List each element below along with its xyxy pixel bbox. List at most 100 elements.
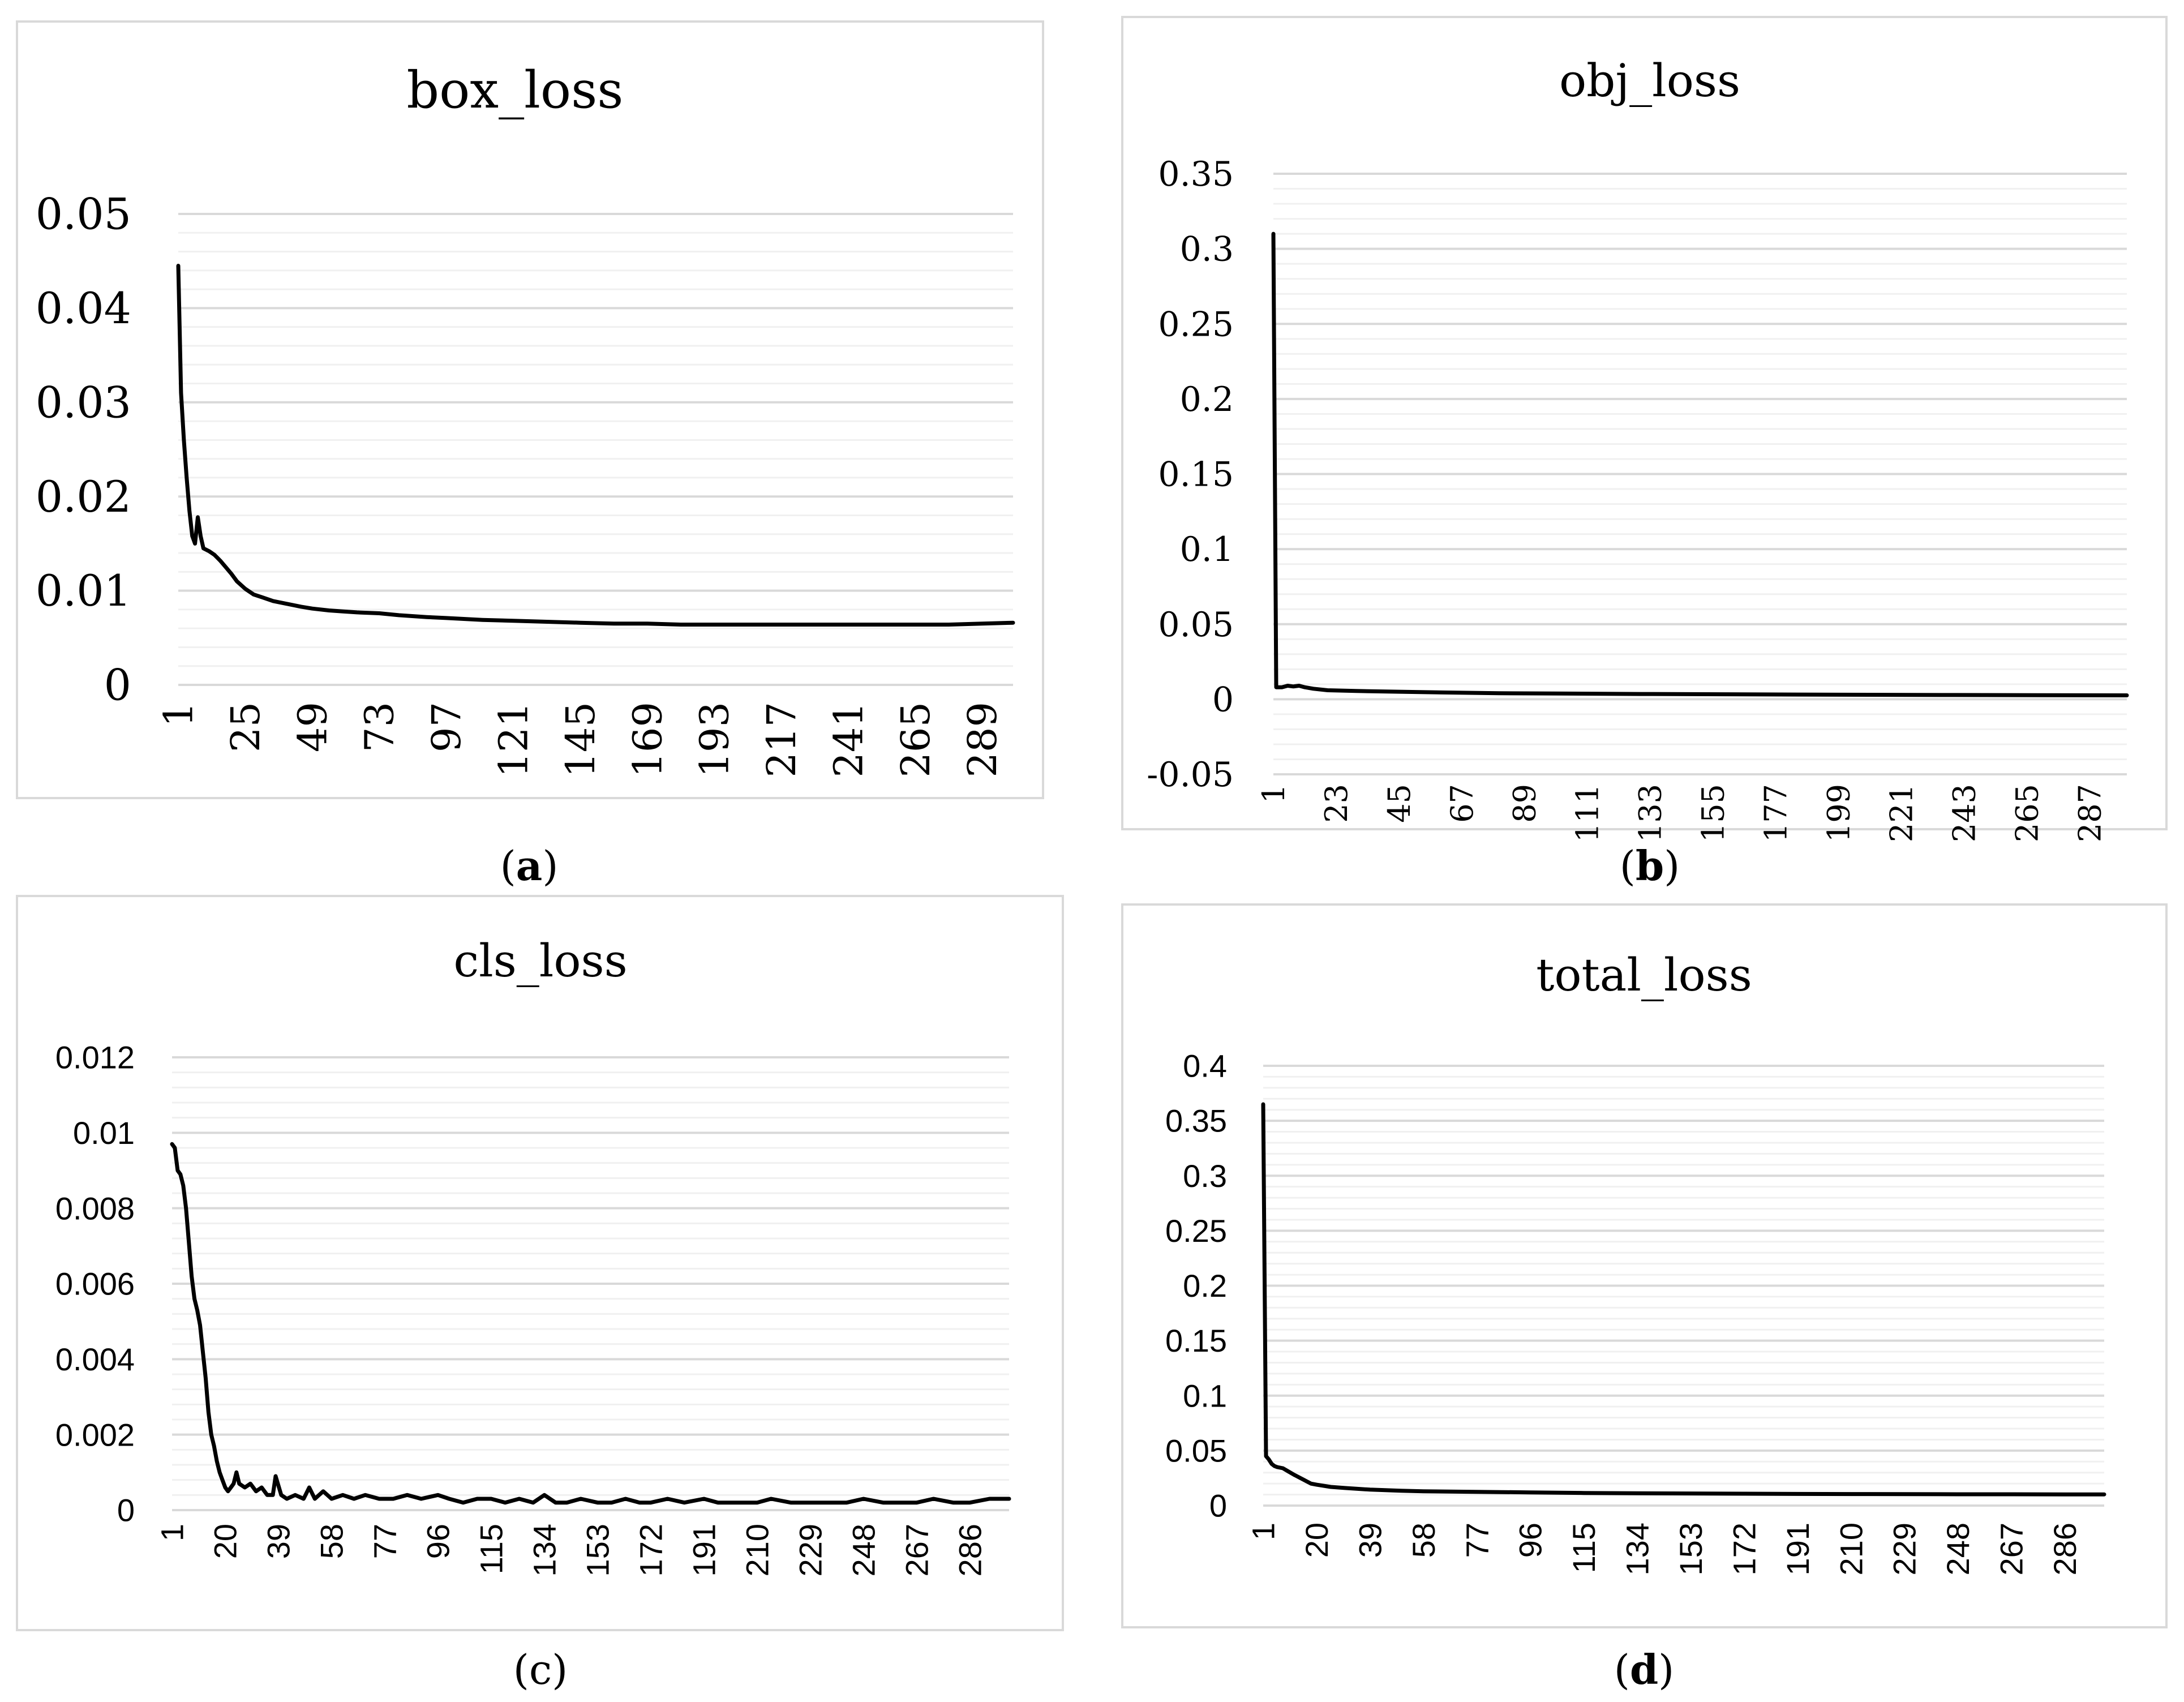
x-tick-label: 221 xyxy=(1883,784,1919,842)
chart-frame xyxy=(1121,903,2168,1628)
y-tick-label: 0.3 xyxy=(1180,230,1234,269)
chart-frame xyxy=(16,895,1064,1631)
caption-letter: d xyxy=(1630,1645,1658,1694)
x-tick-label: 45 xyxy=(1381,784,1417,823)
y-tick-label: 0.012 xyxy=(55,1040,135,1075)
caption-open: ( xyxy=(513,1646,529,1694)
x-tick-label: 217 xyxy=(758,702,805,778)
series-line xyxy=(176,264,1015,627)
x-tick-label: 169 xyxy=(624,702,671,778)
x-tick-label: 287 xyxy=(2072,784,2108,842)
chart-title: obj_loss xyxy=(1559,54,1740,107)
x-tick-label: 89 xyxy=(1507,784,1543,823)
y-tick-label: 0.02 xyxy=(36,471,131,522)
y-tick-label: 0 xyxy=(117,1493,135,1528)
x-tick-label: 111 xyxy=(1570,784,1606,842)
y-tick-label: -0.05 xyxy=(1147,755,1234,795)
caption-close: ) xyxy=(552,1646,568,1694)
x-tick-label: 1 xyxy=(156,702,202,727)
series-line xyxy=(1271,231,2129,697)
x-tick-label: 25 xyxy=(222,702,269,752)
series-line xyxy=(1261,1102,2106,1497)
y-tick-label: 0.03 xyxy=(36,377,131,427)
y-tick-label: 0.25 xyxy=(1165,1213,1227,1249)
chart-panel-2: obj_loss -0.05 0 0.05 0.1 0.15 0.2 0.25 0.3 0.35 1… xyxy=(1121,16,2168,890)
chart-panel-3: cls_loss 0 0.002 0.004 0.006 0.008 0.01 0.012 1 2… xyxy=(16,895,1064,1694)
gridlines xyxy=(1273,173,2127,775)
y-tick-label: 0.15 xyxy=(1158,455,1234,495)
x-tick-label: 267 xyxy=(1994,1523,2029,1575)
x-tick-label: 153 xyxy=(580,1524,615,1576)
x-tick-label: 97 xyxy=(423,702,470,752)
y-tick-label: 0 xyxy=(1212,680,1234,719)
x-tick-label: 243 xyxy=(1946,784,1982,842)
series-line xyxy=(170,1142,1011,1505)
x-tick-label: 145 xyxy=(557,702,604,778)
x-tick-label: 1 xyxy=(155,1524,190,1541)
x-tick-label: 20 xyxy=(1299,1523,1335,1558)
chart-title: box_loss xyxy=(407,61,624,120)
caption-open: ( xyxy=(500,842,516,890)
panel-caption: (d) xyxy=(1614,1645,1675,1694)
panel-caption: (b) xyxy=(1620,842,1680,890)
x-tick-label: 210 xyxy=(1833,1523,1869,1575)
caption-open: ( xyxy=(1620,842,1636,890)
x-tick-label: 115 xyxy=(1566,1523,1602,1573)
x-tick-label: 172 xyxy=(633,1524,668,1576)
caption-close: ) xyxy=(542,842,558,890)
y-tick-label: 0.4 xyxy=(1183,1048,1227,1084)
x-tick-label: 133 xyxy=(1633,784,1668,842)
chart-panel-1: box_loss 0 0.01 0.02 0.03 0.04 0.05 1 25 49 73 97 12… xyxy=(16,20,1044,890)
y-tick-label: 0.006 xyxy=(55,1266,135,1302)
y-tick-label: 0.008 xyxy=(55,1190,135,1226)
x-tick-label: 49 xyxy=(289,702,336,752)
x-tick-label: 77 xyxy=(1459,1523,1495,1558)
chart-frame xyxy=(1121,16,2168,830)
y-tick-label: 0.1 xyxy=(1183,1378,1227,1413)
x-tick-label: 286 xyxy=(952,1524,988,1576)
y-tick-label: 0.1 xyxy=(1180,530,1234,569)
x-tick-label: 39 xyxy=(1352,1523,1388,1558)
x-tick-label: 289 xyxy=(959,702,1006,778)
x-tick-label: 241 xyxy=(825,702,872,778)
y-tick-label: 0.3 xyxy=(1183,1158,1227,1194)
x-tick-label: 96 xyxy=(1513,1523,1548,1558)
gridlines xyxy=(172,1056,1009,1511)
chart-panel-4: total_loss 0 0.05 0.1 0.15 0.2 0.25 0.3 0.35 0.4 1… xyxy=(1121,903,2168,1694)
panel-caption: (a) xyxy=(500,842,559,890)
x-tick-label: 23 xyxy=(1319,784,1354,823)
x-tick-label: 58 xyxy=(1406,1523,1441,1558)
x-tick-label: 286 xyxy=(2047,1523,2083,1575)
x-tick-label: 191 xyxy=(1780,1523,1816,1575)
y-tick-label: 0.05 xyxy=(36,189,131,239)
x-tick-label: 177 xyxy=(1758,784,1794,842)
caption-letter: a xyxy=(516,842,543,890)
x-tick-label: 134 xyxy=(526,1524,562,1576)
x-tick-label: 39 xyxy=(261,1524,297,1559)
gridlines xyxy=(178,213,1013,686)
x-tick-label: 229 xyxy=(792,1524,828,1576)
y-tick-label: 0.01 xyxy=(73,1115,135,1151)
y-tick-label: 0.004 xyxy=(55,1341,135,1377)
x-tick-label: 265 xyxy=(893,702,939,778)
y-tick-label: 0.2 xyxy=(1183,1268,1227,1304)
x-tick-label: 73 xyxy=(357,702,403,752)
x-tick-label: 229 xyxy=(1887,1523,1923,1575)
x-tick-label: 265 xyxy=(2009,784,2045,842)
x-tick-label: 77 xyxy=(367,1524,403,1559)
x-tick-label: 1 xyxy=(1246,1523,1281,1540)
y-tick-label: 0 xyxy=(104,660,131,710)
y-tick-label: 0.35 xyxy=(1165,1103,1227,1139)
x-tick-label: 1 xyxy=(1256,784,1291,803)
x-tick-label: 267 xyxy=(899,1524,934,1576)
y-tick-label: 0.01 xyxy=(36,565,131,616)
y-tick-label: 0.25 xyxy=(1158,305,1234,344)
y-tick-label: 0.05 xyxy=(1165,1433,1227,1468)
x-tick-label: 155 xyxy=(1696,784,1731,842)
caption-letter: b xyxy=(1636,842,1664,890)
chart-title: cls_loss xyxy=(453,934,627,987)
x-tick-label: 153 xyxy=(1673,1523,1709,1575)
y-tick-label: 0.15 xyxy=(1165,1323,1227,1358)
chart-title: total_loss xyxy=(1536,949,1752,1001)
